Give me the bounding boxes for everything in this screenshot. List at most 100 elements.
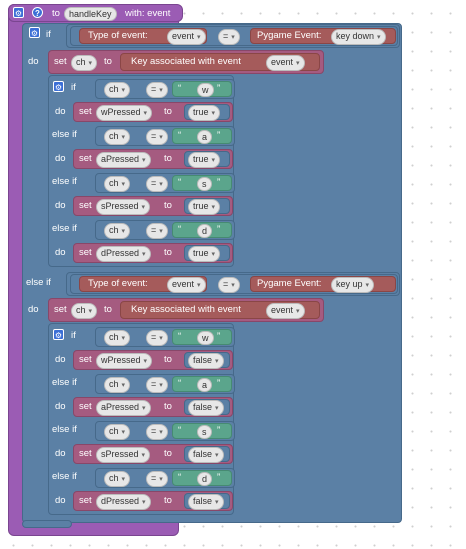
equals-operator-dropdown[interactable]: = ▾ — [146, 176, 168, 192]
equals-operator-dropdown[interactable]: = ▾ — [218, 277, 240, 293]
equals-operator-dropdown-value: = — [151, 332, 157, 342]
pressed-variable-dropdown[interactable]: dPressed ▾ — [96, 494, 151, 510]
gear-icon[interactable]: ⚙ — [29, 27, 40, 38]
chevron-down-icon: ▾ — [211, 204, 216, 211]
quote-close: ” — [217, 177, 221, 188]
do-label: do — [55, 448, 66, 459]
boolean-value-dropdown[interactable]: false ▾ — [188, 400, 224, 416]
help-icon[interactable]: ? — [32, 7, 43, 18]
equals-operator-dropdown[interactable]: = ▾ — [146, 223, 168, 239]
key-text-field[interactable]: w — [197, 83, 214, 97]
pressed-variable-dropdown[interactable]: aPressed ▾ — [96, 152, 151, 168]
variable-ch-dropdown[interactable]: ch ▾ — [104, 176, 131, 192]
event-variable-dropdown[interactable]: event ▾ — [167, 29, 206, 45]
pressed-variable-dropdown[interactable]: sPressed ▾ — [96, 199, 151, 215]
equals-operator-dropdown[interactable]: = ▾ — [146, 82, 168, 98]
quote-close: ” — [217, 331, 221, 342]
boolean-value-dropdown[interactable]: true ▾ — [188, 246, 221, 262]
key-text-field[interactable]: a — [197, 130, 213, 144]
set-label: set — [79, 448, 92, 459]
chevron-down-icon: ▾ — [197, 282, 201, 289]
quote-open: “ — [178, 472, 182, 483]
pygame-event-dropdown-value: key down — [336, 31, 375, 41]
variable-ch-dropdown[interactable]: ch ▾ — [104, 82, 131, 98]
procedure-name-field[interactable]: handleKey — [64, 7, 117, 21]
event-variable-dropdown[interactable]: event ▾ — [266, 55, 305, 71]
equals-operator-dropdown[interactable]: = ▾ — [146, 471, 168, 487]
pressed-variable-dropdown[interactable]: sPressed ▾ — [96, 447, 151, 463]
else-if-label: else if — [52, 223, 77, 234]
chevron-down-icon: ▾ — [377, 34, 381, 41]
key-associated-label: Key associated with event — [131, 56, 241, 67]
equals-operator-dropdown[interactable]: = ▾ — [146, 424, 168, 440]
else-if-label: else if — [52, 424, 77, 435]
equals-operator-dropdown[interactable]: = ▾ — [146, 377, 168, 393]
variable-ch-dropdown[interactable]: ch ▾ — [104, 424, 131, 440]
variable-ch-dropdown[interactable]: ch ▾ — [104, 471, 131, 487]
boolean-value-dropdown[interactable]: true ▾ — [188, 152, 221, 168]
equals-operator-dropdown[interactable]: = ▾ — [218, 29, 240, 45]
variable-ch-dropdown[interactable]: ch ▾ — [104, 330, 131, 346]
do-label: do — [55, 354, 66, 365]
pressed-variable-dropdown[interactable]: wPressed ▾ — [96, 353, 153, 369]
gear-icon[interactable]: ⚙ — [13, 7, 24, 18]
key-text-field[interactable]: s — [197, 177, 212, 191]
key-text-field[interactable]: a — [197, 378, 213, 392]
pygame-event-dropdown[interactable]: key up ▾ — [331, 277, 375, 293]
chevron-down-icon: ▾ — [141, 204, 146, 211]
gear-icon[interactable]: ⚙ — [53, 81, 64, 92]
boolean-value-dropdown[interactable]: false ▾ — [188, 353, 224, 369]
chevron-down-icon: ▾ — [231, 34, 235, 41]
set-label: set — [79, 354, 92, 365]
quote-close: ” — [217, 472, 221, 483]
quote-close: ” — [217, 425, 221, 436]
variable-ch-dropdown-value: ch — [109, 84, 119, 94]
else-if-label: else if — [52, 377, 77, 388]
set-label: set — [79, 401, 92, 412]
key-associated-label: Key associated with event — [131, 304, 241, 315]
equals-operator-dropdown-value: = — [223, 279, 229, 289]
chevron-down-icon: ▾ — [231, 282, 235, 289]
gear-icon[interactable]: ⚙ — [53, 329, 64, 340]
pressed-variable-dropdown-value: wPressed — [101, 355, 141, 365]
chevron-down-icon: ▾ — [296, 60, 300, 67]
pygame-event-dropdown[interactable]: key down ▾ — [331, 29, 386, 45]
do-label: do — [55, 495, 66, 506]
equals-operator-dropdown[interactable]: = ▾ — [146, 129, 168, 145]
equals-operator-dropdown[interactable]: = ▾ — [146, 330, 168, 346]
variable-ch-dropdown-value: ch — [109, 225, 119, 235]
event-variable-dropdown-value: event — [172, 279, 195, 289]
boolean-value-dropdown-value: true — [193, 107, 209, 117]
boolean-value-dropdown[interactable]: true ▾ — [188, 105, 221, 121]
chevron-down-icon: ▾ — [142, 251, 146, 258]
key-text-field[interactable]: d — [197, 224, 213, 238]
chevron-down-icon: ▾ — [143, 110, 148, 117]
to-label: to — [164, 495, 172, 506]
pressed-variable-dropdown-value: dPressed — [101, 248, 140, 258]
event-variable-dropdown[interactable]: event ▾ — [266, 303, 305, 319]
set-label: set — [54, 304, 67, 315]
event-variable-dropdown[interactable]: event ▾ — [167, 277, 206, 293]
boolean-value-dropdown[interactable]: false ▾ — [188, 494, 224, 510]
boolean-value-dropdown[interactable]: true ▾ — [188, 199, 221, 215]
set-label: set — [54, 56, 67, 67]
boolean-value-dropdown[interactable]: false ▾ — [188, 447, 224, 463]
pressed-variable-dropdown[interactable]: dPressed ▾ — [96, 246, 151, 262]
variable-ch-dropdown[interactable]: ch ▾ — [104, 377, 131, 393]
key-text-field[interactable]: w — [197, 331, 214, 345]
key-text-field[interactable]: s — [197, 425, 212, 439]
chevron-down-icon: ▾ — [159, 382, 163, 389]
variable-ch-dropdown[interactable]: ch ▾ — [71, 303, 98, 319]
chevron-down-icon: ▾ — [215, 405, 219, 412]
to-label: to — [164, 354, 172, 365]
variable-ch-dropdown[interactable]: ch ▾ — [104, 223, 131, 239]
key-text-field[interactable]: d — [197, 472, 213, 486]
chevron-down-icon: ▾ — [159, 335, 163, 342]
boolean-value-dropdown-value: false — [193, 496, 213, 506]
variable-ch-dropdown[interactable]: ch ▾ — [71, 55, 98, 71]
variable-ch-dropdown[interactable]: ch ▾ — [104, 129, 131, 145]
pressed-variable-dropdown[interactable]: aPressed ▾ — [96, 400, 151, 416]
pressed-variable-dropdown[interactable]: wPressed ▾ — [96, 105, 153, 121]
do-label: do — [28, 304, 39, 315]
to-label: to — [164, 153, 172, 164]
